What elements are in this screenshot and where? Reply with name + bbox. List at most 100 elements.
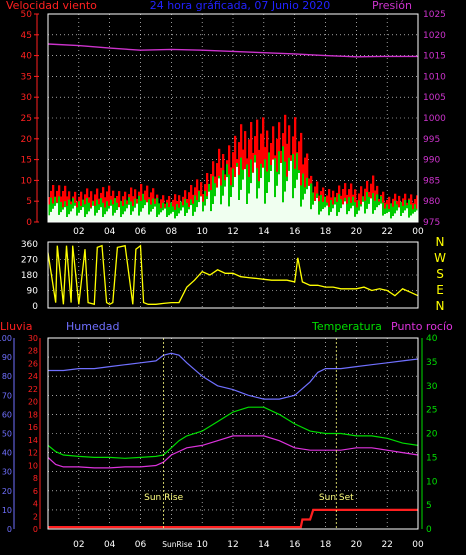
grid (48, 242, 418, 308)
wind-mid-bar (408, 199, 411, 222)
wind-mid-bar (400, 201, 403, 222)
wind-avg-bar (232, 187, 235, 222)
rain-tick-label: 10 (28, 461, 38, 470)
wind-mid-bar (124, 199, 127, 222)
wind-mid-bar (78, 201, 81, 222)
wind-avg-bar (296, 179, 299, 222)
wind-avg-bar (322, 209, 325, 222)
wind-mid-bar (292, 154, 295, 222)
wind-avg-bar (116, 210, 119, 222)
compass-label: E (436, 283, 444, 297)
wind-avg-bar (278, 174, 281, 222)
wind-avg-bar (386, 213, 389, 222)
wind-avg-bar (66, 217, 69, 222)
wind-avg-bar (266, 193, 269, 222)
wind-avg-bar (222, 195, 225, 222)
x-tick-label: 12 (227, 540, 238, 550)
wind-mid-bar (102, 202, 105, 222)
wind-avg-bar (82, 207, 85, 222)
rain-tick-label: 24 (28, 372, 38, 381)
x-tick-label: 18 (320, 540, 332, 550)
wind-avg-bar (218, 178, 221, 222)
wind-avg-bar (128, 204, 131, 222)
wind-avg-bar (158, 214, 161, 222)
wind-avg-bar (294, 188, 297, 222)
right-axis2-title: Punto rocío (391, 320, 453, 333)
wind-mid-bar (228, 174, 231, 222)
wind-avg-bar (76, 215, 79, 222)
left-tick-label: 270 (21, 256, 38, 266)
wind-avg-bar (372, 213, 375, 222)
wind-avg-bar (174, 218, 177, 222)
wind-avg-bar (136, 203, 139, 222)
plot-frame (47, 337, 419, 530)
wind-avg-bar (242, 179, 245, 222)
x-tick-label: 22 (381, 540, 392, 550)
wind-gust-bar (62, 191, 65, 222)
wind-avg-bar (282, 202, 285, 222)
wind-avg-bar (236, 166, 239, 222)
wind-avg-bar (292, 198, 295, 222)
wind-avg-bar (342, 204, 345, 222)
wind-mid-bar (300, 185, 303, 222)
wind-avg-bar (308, 185, 311, 222)
wind-avg-bar (284, 191, 287, 222)
wind-avg-bar (250, 183, 253, 222)
temperature-tick-label: 25 (426, 406, 437, 416)
wind-avg-bar (104, 214, 107, 222)
rain-tick-label: 0 (33, 525, 38, 534)
wind-avg-bar (206, 199, 209, 222)
humidity-tick-label: 90 (2, 353, 12, 362)
wind-avg-bar (100, 207, 103, 222)
left-tick-label: 0 (32, 302, 38, 312)
wind-avg-bar (144, 205, 147, 222)
wind-avg-bar (256, 198, 259, 222)
wind-gust-bar (90, 191, 93, 222)
wind-avg-bar (414, 211, 417, 222)
wind-mid-bar (58, 196, 61, 222)
wind-avg-bar (156, 217, 159, 222)
wind-mid-bar (256, 168, 259, 222)
wind-avg-bar (390, 218, 393, 222)
wind-avg-bar (268, 182, 271, 222)
temperature-tick-label: 20 (426, 430, 438, 440)
wind-avg-bar (392, 216, 395, 222)
rain-tick-label: 16 (28, 423, 38, 432)
wind-mid-bar (156, 198, 159, 222)
temperature-tick-label: 0 (426, 525, 432, 535)
rain-tick-label: 12 (28, 449, 38, 458)
wind-mid-bar (176, 204, 179, 222)
wind-avg-bar (56, 203, 59, 222)
wind-gust-bar (174, 194, 177, 222)
wind-avg-bar (140, 211, 143, 222)
wind-avg-bar (380, 203, 383, 222)
wind-avg-bar (162, 210, 165, 222)
wind-direction-line (47, 244, 419, 306)
wind-gust-bar (416, 195, 419, 222)
wind-avg-bar (302, 199, 305, 222)
rain-tick-label: 14 (28, 436, 38, 445)
wind-avg-bar (70, 211, 73, 222)
wind-mid-bar (50, 197, 53, 222)
humidity-tick-label: 0 (7, 525, 12, 534)
right-tick-label: 1000 (423, 114, 446, 124)
right-axis-title: Presión (372, 0, 412, 12)
rain-tick-label: 4 (33, 500, 38, 509)
wind-avg-bar (356, 214, 359, 222)
wind-gust-bar (350, 183, 353, 222)
wind-avg-bar (200, 196, 203, 222)
dewpoint-line (47, 435, 419, 469)
wind-avg-bar (320, 211, 323, 222)
wind-avg-bar (138, 215, 141, 222)
left-tick-label: 5 (26, 197, 32, 207)
wind-avg-bar (168, 215, 171, 222)
x-tick-label: 00 (412, 227, 424, 237)
plot-frame (47, 13, 419, 223)
compass-label: S (436, 267, 444, 281)
x-tick-label: 04 (104, 227, 116, 237)
wind-avg-bar (300, 206, 303, 222)
wind-avg-bar (134, 207, 137, 222)
wind-avg-bar (290, 160, 293, 222)
wind-avg-bar (120, 217, 123, 222)
